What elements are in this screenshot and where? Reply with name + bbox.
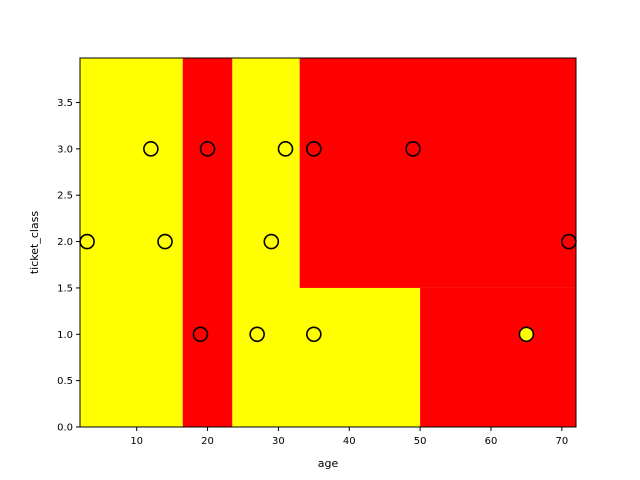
data-point-8 xyxy=(277,141,294,157)
decision-region-6 xyxy=(420,287,576,427)
data-point-4 xyxy=(192,326,209,343)
x-tick-label: 20 xyxy=(201,436,214,447)
x-tick-label: 10 xyxy=(130,436,143,447)
y-tick-label: 3.5 xyxy=(57,98,73,109)
x-tick-label: 70 xyxy=(555,436,568,447)
data-points xyxy=(79,141,577,343)
y-axis-label: ticket_class xyxy=(28,211,41,275)
y-axis-ticks: 0.0 0.5 1.0 1.5 2.0 2.5 3.0 3.5 xyxy=(57,98,80,434)
y-tick-label: 0.0 xyxy=(57,423,73,434)
y-tick-label: 3.0 xyxy=(57,144,73,155)
x-axis-label: age xyxy=(318,457,339,470)
x-tick-label: 50 xyxy=(414,436,427,447)
data-point-6 xyxy=(249,326,265,343)
data-point-11 xyxy=(405,141,421,157)
decision-regions xyxy=(80,58,576,427)
x-tick-label: 60 xyxy=(485,436,498,447)
data-point-7 xyxy=(263,233,280,250)
decision-region-4 xyxy=(299,287,421,427)
data-point-10 xyxy=(306,141,322,157)
data-point-12 xyxy=(518,326,535,343)
x-tick-label: 40 xyxy=(343,436,356,447)
data-point-9 xyxy=(306,326,322,343)
y-tick-label: 1.0 xyxy=(57,330,73,341)
data-point-13 xyxy=(561,233,577,250)
decision-region-5 xyxy=(299,58,576,288)
data-point-2 xyxy=(143,141,159,157)
decision-region-2 xyxy=(182,58,233,427)
data-point-1 xyxy=(79,233,95,250)
data-point-3 xyxy=(157,233,173,250)
y-tick-label: 2.0 xyxy=(57,237,73,248)
y-tick-label: 0.5 xyxy=(57,376,73,387)
x-tick-label: 30 xyxy=(272,436,285,447)
x-axis-ticks: 10 20 30 40 50 60 70 xyxy=(130,427,568,447)
data-point-5 xyxy=(199,141,216,157)
plot-frame xyxy=(79,57,577,428)
y-tick-label: 2.5 xyxy=(57,191,73,202)
y-tick-label: 1.5 xyxy=(57,283,73,294)
